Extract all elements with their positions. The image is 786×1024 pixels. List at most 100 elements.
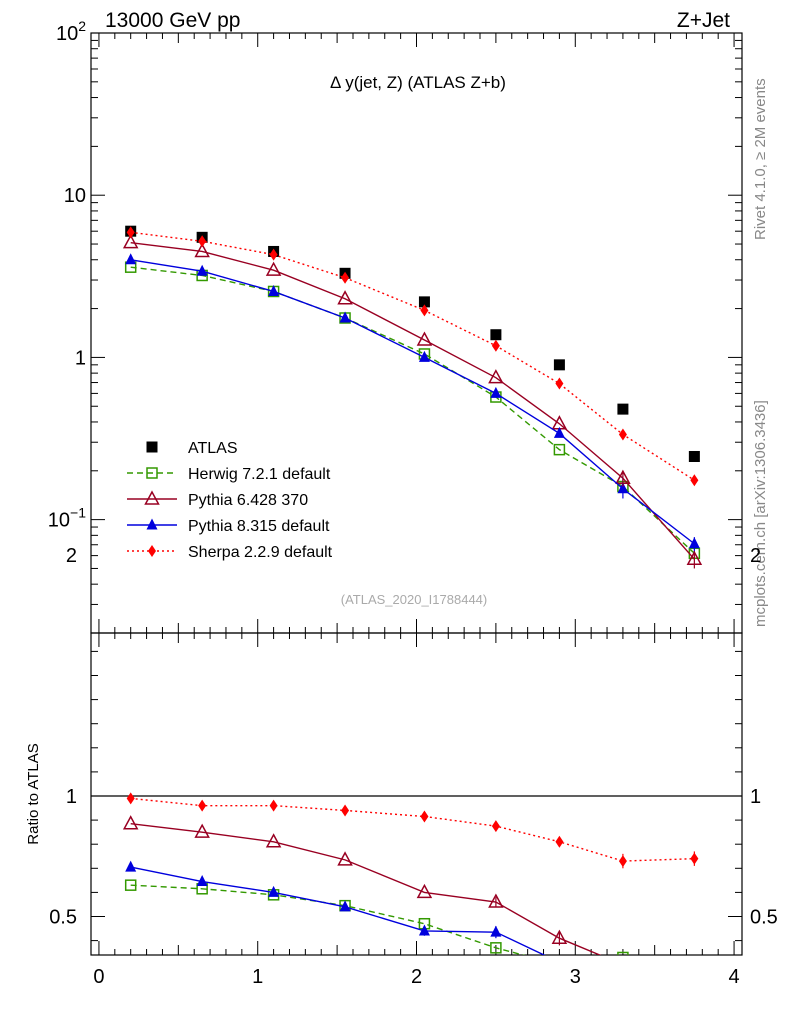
ratio-axes: 2 2 1 1 0.5 0.5 0 1 2 3 4	[49, 545, 778, 988]
ratio-data-point	[555, 835, 564, 848]
ratio-data-point	[126, 792, 135, 805]
data-point	[268, 284, 280, 296]
data-point	[690, 474, 699, 487]
data-point	[337, 290, 353, 305]
data-point	[196, 264, 208, 276]
plot-title: Δ y(jet, Z) (ATLAS Z+b)	[330, 73, 506, 92]
ratio-data	[122, 792, 701, 989]
data-point	[618, 428, 627, 441]
ratio-data-point	[616, 958, 629, 970]
ratio-data-point	[124, 879, 137, 891]
ratio-data-point	[125, 860, 137, 872]
ratio-data-point	[488, 893, 504, 908]
data-point	[198, 235, 207, 248]
data-point	[553, 443, 566, 456]
ratio-data-point	[688, 977, 701, 989]
data-point	[122, 234, 139, 249]
ratio-data-point	[416, 883, 433, 899]
data-point	[490, 386, 502, 398]
ratio-data-point	[554, 960, 564, 970]
ratio-data-point	[196, 875, 208, 887]
x-tick-label: 3	[570, 966, 581, 988]
legend-marker	[148, 545, 156, 557]
legend: ATLAS Herwig 7.2.1 default Pythia 6.428 37…	[127, 440, 333, 561]
ratio-data-point	[194, 823, 210, 838]
x-tick-label: 0	[93, 966, 104, 988]
data-point	[341, 271, 350, 284]
ratio-data-point	[269, 799, 278, 812]
ratio-data-point	[122, 815, 139, 830]
data-point	[553, 426, 565, 438]
watermark: (ATLAS_2020_I1788444)	[341, 592, 487, 607]
main-axes: 102 10 1 10−1	[48, 18, 743, 634]
data-point	[126, 226, 135, 239]
x-tick-label: 1	[252, 966, 263, 988]
data-point	[418, 296, 430, 308]
ratio-data-point	[490, 942, 502, 954]
legend-marker	[146, 441, 158, 453]
ratio-y-tick-label: 1	[66, 786, 77, 808]
main-data	[122, 225, 703, 569]
legend-marker	[144, 490, 160, 505]
ratio-y-tick-label: 2	[66, 545, 77, 567]
x-tick-label: 2	[411, 966, 422, 988]
legend-label: Sherpa 2.2.9 default	[188, 544, 333, 561]
series-line	[130, 266, 695, 554]
series-line	[130, 241, 695, 560]
ratio-data-point	[554, 956, 565, 967]
legend-label: Herwig 7.2.1 default	[188, 466, 331, 483]
ratio-data-point	[617, 958, 628, 969]
ratio-data-point	[689, 961, 700, 972]
ratio-data-point	[689, 972, 699, 982]
ratio-data-point	[617, 951, 629, 955]
ratio-y-tick-label-right: 0.5	[750, 907, 778, 929]
ratio-frame	[90, 632, 743, 956]
main-y-tick-label: 10−1	[48, 505, 86, 532]
ratio-series-line	[130, 797, 695, 862]
ratio-data-point	[341, 804, 350, 817]
ratio-data-point	[339, 900, 351, 912]
ratio-data-point	[268, 885, 280, 897]
ratio-data-point	[420, 810, 429, 823]
main-frame	[90, 32, 743, 634]
ratio-y-tick-label-right: 1	[750, 786, 761, 808]
header-right: Z+Jet	[677, 9, 730, 32]
data-point	[491, 339, 500, 352]
data-point	[420, 304, 429, 317]
data-point	[688, 450, 700, 462]
data-point	[125, 253, 137, 265]
ratio-y-axis-label: Ratio to ATLAS	[25, 743, 42, 844]
data-point	[488, 369, 504, 384]
data-point	[269, 248, 278, 261]
data-point	[553, 359, 565, 371]
legend-label: ATLAS	[188, 440, 238, 457]
data-point	[418, 350, 430, 362]
data-point	[555, 377, 564, 390]
main-y-tick-label: 102	[56, 18, 86, 45]
data-point	[339, 311, 351, 323]
ratio-data-point	[198, 799, 207, 812]
rivet-label: Rivet 4.1.0, ≥ 2M events	[752, 78, 769, 240]
ratio-series-line	[130, 823, 602, 955]
main-y-tick-label: 10	[64, 185, 86, 207]
main-y-tick-label: 1	[75, 347, 86, 369]
ratio-data-point	[265, 833, 282, 848]
ratio-y-tick-label-right: 2	[750, 545, 761, 567]
data-point	[194, 242, 210, 258]
data-point	[617, 403, 629, 415]
x-tick-label: 4	[728, 966, 739, 988]
legend-label: Pythia 8.315 default	[188, 518, 330, 535]
legend-marker	[146, 467, 158, 479]
ratio-data-point	[337, 851, 353, 866]
ratio-y-tick-label: 0.5	[49, 907, 77, 929]
ratio-series-line	[130, 866, 546, 955]
legend-label: Pythia 6.428 370	[188, 492, 308, 509]
header-left: 13000 GeV pp	[105, 9, 240, 32]
ratio-series-line	[130, 884, 526, 955]
mcplots-label: mcplots.cern.ch [arXiv:1306.3436]	[752, 400, 769, 627]
legend-marker	[146, 518, 158, 530]
data-point	[416, 331, 433, 346]
data-point	[265, 261, 282, 276]
data-point	[490, 329, 502, 341]
